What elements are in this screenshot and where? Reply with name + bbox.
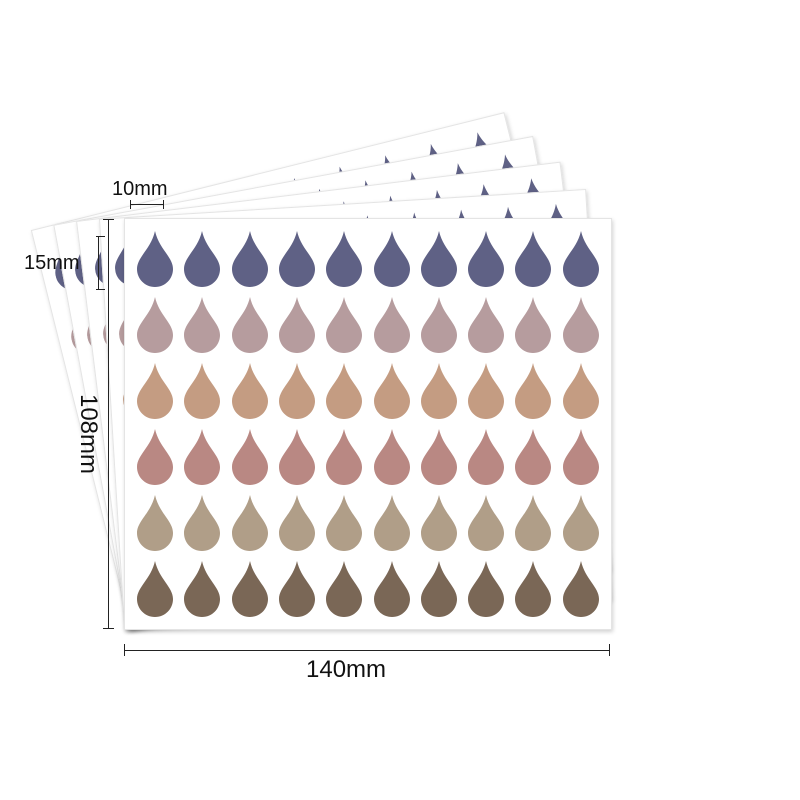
sheet-height-tick-top	[103, 219, 114, 220]
teardrop-icon	[562, 363, 599, 419]
teardrop-icon	[184, 429, 221, 485]
teardrop-icon	[184, 297, 221, 353]
teardrop-icon	[278, 429, 315, 485]
teardrop-icon	[373, 429, 410, 485]
teardrop-icon	[420, 495, 457, 551]
teardrop-icon	[562, 297, 599, 353]
teardrop-icon	[326, 561, 363, 617]
teardrop-icon	[562, 561, 599, 617]
teardrop-icon	[278, 231, 315, 287]
teardrop-icon	[326, 429, 363, 485]
teardrop-icon	[184, 231, 221, 287]
drop-width-tick-left	[130, 200, 131, 209]
teardrop-icon	[515, 231, 552, 287]
teardrop-icon	[562, 231, 599, 287]
teardrop-icon	[137, 231, 173, 287]
teardrop-icon	[562, 495, 599, 551]
teardrop-icon	[231, 297, 268, 353]
sheet-height-tick-bottom	[103, 628, 114, 629]
teardrop-icon	[231, 231, 268, 287]
sheet-width-tick-right	[609, 644, 610, 656]
teardrop-icon	[420, 297, 457, 353]
teardrop-icon	[420, 561, 457, 617]
drop-height-tick-bottom	[96, 289, 105, 290]
teardrop-icon	[137, 561, 173, 617]
teardrop-icon	[420, 429, 457, 485]
teardrop-icon	[515, 561, 552, 617]
teardrop-icon	[468, 363, 505, 419]
teardrop-icon	[278, 561, 315, 617]
teardrop-icon	[373, 363, 410, 419]
teardrop-icon	[373, 495, 410, 551]
drop-height-line	[98, 236, 99, 290]
teardrop-icon	[231, 561, 268, 617]
teardrop-icon	[373, 297, 410, 353]
teardrop-icon	[184, 495, 221, 551]
sheet-height-label: 108mm	[75, 393, 102, 475]
teardrop-icon	[137, 363, 173, 419]
teardrop-icon	[137, 429, 173, 485]
teardrop-icon	[420, 363, 457, 419]
drop-width-label: 10mm	[112, 178, 168, 200]
teardrop-icon	[468, 429, 505, 485]
teardrop-icon	[515, 363, 552, 419]
teardrop-icon	[326, 297, 363, 353]
drop-width-line	[130, 204, 164, 205]
drop-height-label: 15mm	[24, 252, 80, 274]
teardrop-icon	[326, 495, 363, 551]
drop-width-tick-right	[163, 200, 164, 209]
teardrop-icon	[278, 297, 315, 353]
teardrop-icon	[137, 297, 173, 353]
teardrop-icon	[278, 495, 315, 551]
sheet-width-label: 140mm	[306, 656, 387, 683]
sheet-height-line	[108, 219, 109, 629]
teardrop-icon	[184, 363, 221, 419]
teardrop-icon	[373, 231, 410, 287]
teardrop-icon	[515, 429, 552, 485]
sheet-width-line	[124, 650, 610, 651]
teardrop-icon	[231, 429, 268, 485]
sheet-width-tick-left	[124, 644, 125, 656]
teardrop-icon	[326, 363, 363, 419]
teardrop-icon	[468, 231, 505, 287]
teardrop-icon	[137, 495, 173, 551]
teardrop-icon	[420, 231, 457, 287]
drop-height-tick-top	[96, 236, 105, 237]
teardrop-icon	[468, 561, 505, 617]
sticker-sheet-front	[124, 218, 612, 630]
teardrop-icon	[278, 363, 315, 419]
teardrop-icon	[468, 297, 505, 353]
teardrop-icon	[515, 495, 552, 551]
teardrop-icon	[562, 429, 599, 485]
teardrop-icon	[515, 297, 552, 353]
teardrop-icon	[231, 363, 268, 419]
teardrop-icon	[231, 495, 268, 551]
teardrop-icon	[373, 561, 410, 617]
teardrop-icon	[468, 495, 505, 551]
teardrop-icon	[184, 561, 221, 617]
teardrop-icon	[326, 231, 363, 287]
